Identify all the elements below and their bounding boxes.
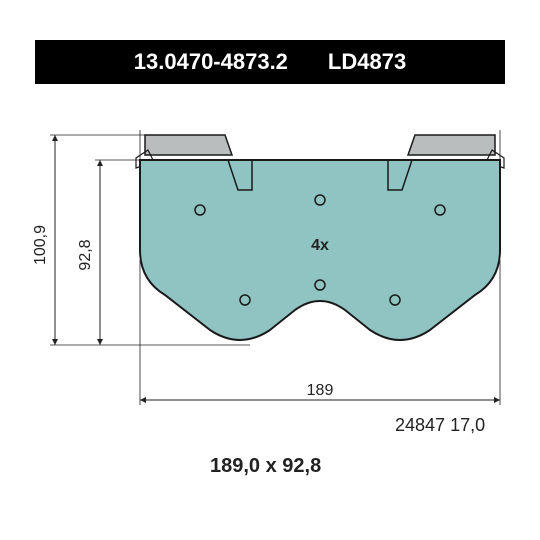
quantity-label: 4x bbox=[311, 237, 329, 254]
svg-text:100,9: 100,9 bbox=[32, 225, 49, 265]
overall-dimensions: 189,0 x 92,8 bbox=[210, 455, 321, 478]
dim-height-inner: 92,8 bbox=[77, 160, 140, 345]
header-bar: 13.0470-4873.2 LD4873 bbox=[35, 40, 505, 84]
footer-code: 24847 17,0 bbox=[395, 415, 485, 436]
svg-text:189: 189 bbox=[307, 382, 334, 399]
svg-text:92,8: 92,8 bbox=[77, 239, 94, 270]
part-code: LD4873 bbox=[328, 49, 406, 75]
part-number: 13.0470-4873.2 bbox=[134, 49, 288, 75]
diagram-container: 13.0470-4873.2 LD4873 bbox=[0, 0, 540, 540]
